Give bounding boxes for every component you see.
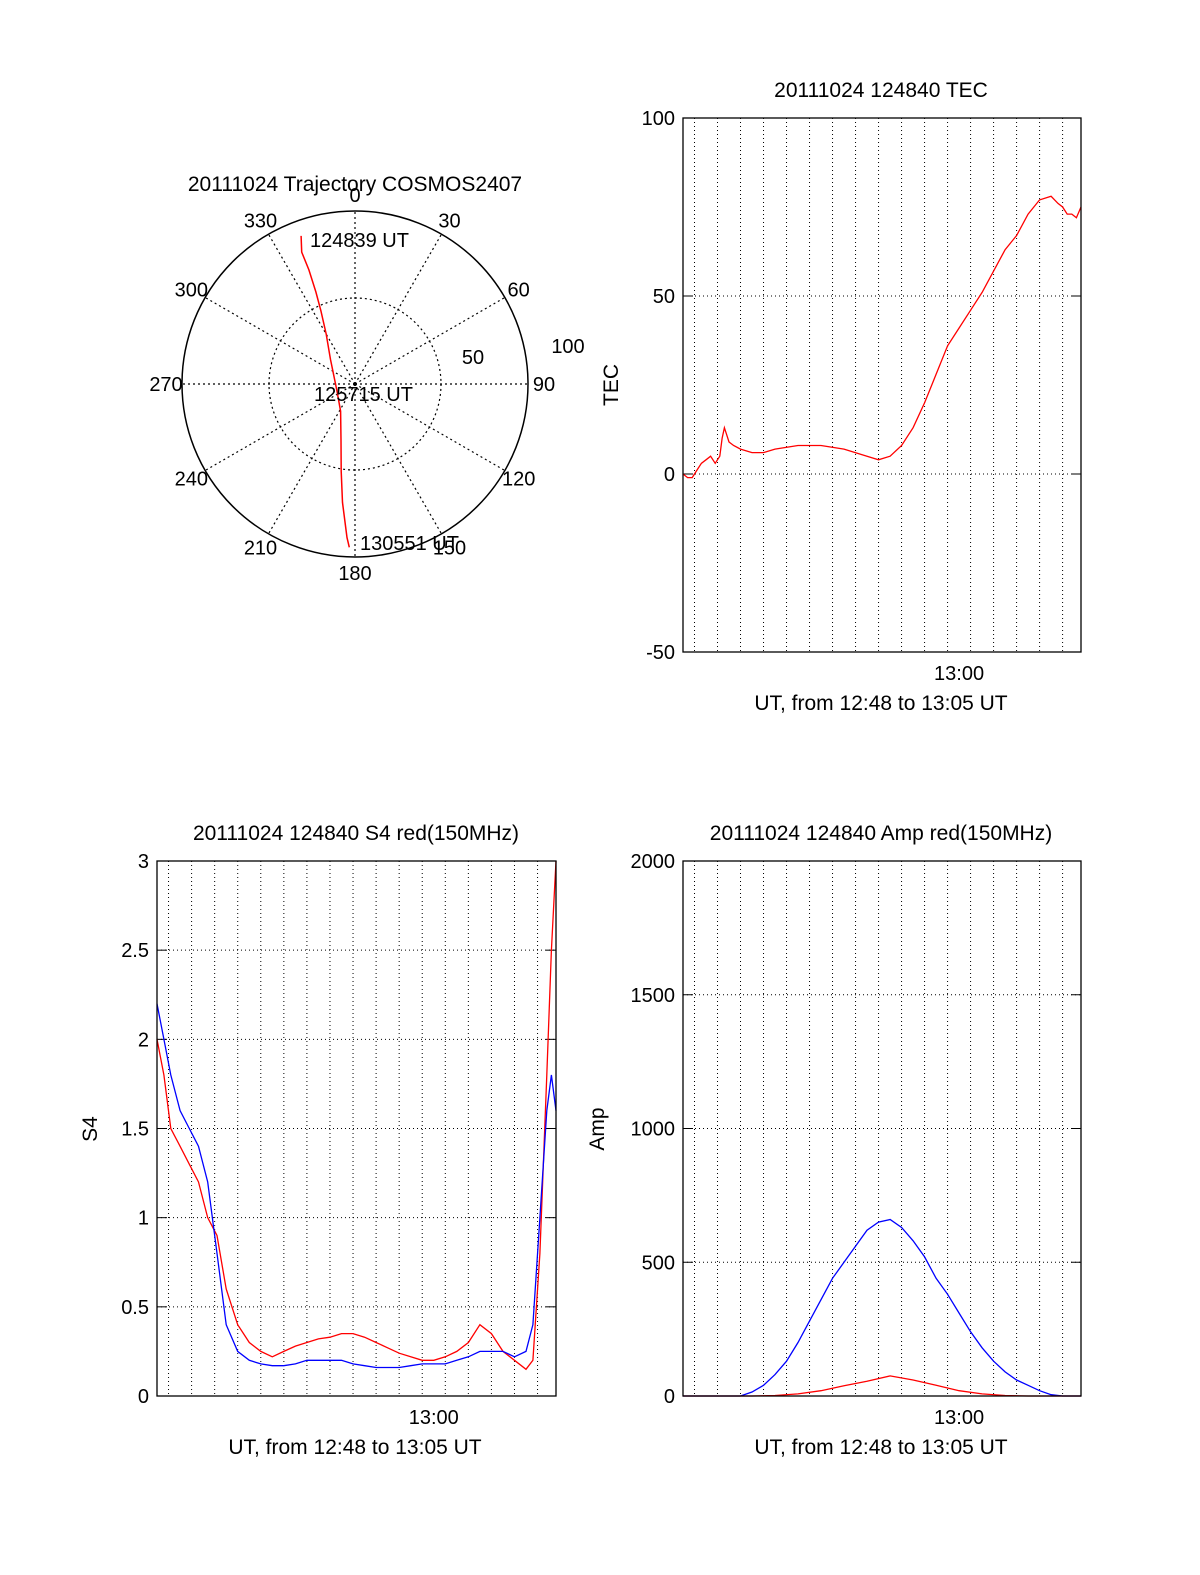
polar-azimuth-label: 270: [149, 374, 182, 396]
s4-ytick-label: 3: [138, 851, 149, 873]
polar-spoke: [354, 383, 506, 472]
polar-spoke: [354, 296, 506, 385]
s4-frame: [156, 860, 557, 1397]
s4-ylabel: S4: [79, 1116, 102, 1142]
polar-annotation-end: 130551 UT: [360, 533, 459, 555]
s4-xlabel: UT, from 12:48 to 13:05 UT: [228, 1436, 481, 1459]
amp-ytick-label: 2000: [631, 851, 676, 873]
polar-spoke: [204, 383, 356, 472]
tec-xlabel: UT, from 12:48 to 13:05 UT: [754, 692, 1007, 715]
polar-radial-label-100: 100: [551, 336, 584, 358]
amp-xlabel: UT, from 12:48 to 13:05 UT: [754, 1436, 1007, 1459]
polar-series: [300, 235, 351, 548]
polar-grid: [182, 211, 528, 557]
s4-plot-area: 0 0.5 1 1.5 2 2.5 3 13:00: [121, 851, 557, 1429]
amp-ytick-label: 1500: [631, 985, 676, 1007]
tec-title: 20111024 124840 TEC: [774, 79, 988, 102]
s4-ytick-label: 2.5: [121, 940, 149, 962]
polar-azimuth-label: 30: [438, 210, 460, 232]
polar-azimuth-label: 180: [338, 563, 371, 585]
polar-radial-label-50: 50: [462, 347, 484, 369]
polar-spoke: [267, 233, 356, 385]
polar-azimuth-label: 0: [349, 185, 360, 207]
amp-frame: [682, 860, 1082, 1397]
polar-azimuth-label: 120: [502, 469, 535, 491]
polar-azimuth-label: 240: [175, 469, 208, 491]
amp-title: 20111024 124840 Amp red(150MHz): [710, 822, 1052, 845]
s4-ytick-label: 1: [138, 1208, 149, 1230]
tec-ytick-label: -50: [646, 642, 675, 664]
polar-azimuth-label: 60: [508, 280, 530, 302]
tec-frame: [682, 117, 1082, 653]
polar-spoke: [267, 383, 356, 535]
tec-ytick-label: 0: [664, 464, 675, 486]
polar-azimuth-label: 210: [244, 538, 277, 560]
polar-spoke: [354, 233, 443, 385]
s4-ytick-label: 2: [138, 1029, 149, 1051]
tec-panel: 20111024 124840 TEC -50 0 50 100 13:00 TEC U…: [600, 79, 1082, 715]
tec-ytick-label: 100: [642, 108, 675, 130]
polar-annotation-start: 124839 UT: [310, 230, 409, 252]
polar-azimuth-label: 300: [175, 280, 208, 302]
s4-xtick-label: 13:00: [409, 1407, 459, 1429]
s4-series-line-1: [156, 1003, 557, 1369]
polar-spoke: [354, 383, 443, 535]
tec-ytick-label: 50: [653, 286, 675, 308]
s4-title: 20111024 124840 S4 red(150MHz): [193, 822, 519, 845]
s4-ytick-label: 0.5: [121, 1297, 149, 1319]
polar-azimuth-labels: 0 30 60 90 120 150 180 210 240 270 300 330: [149, 185, 555, 585]
polar-annotation-mid: 125715 UT: [314, 384, 413, 406]
amp-panel: 20111024 124840 Amp red(150MHz) 0 500 1000…: [586, 822, 1082, 1459]
polar-azimuth-label: 90: [533, 374, 555, 396]
amp-xtick-label: 13:00: [934, 1407, 984, 1429]
amp-series-line-0: [683, 1218, 1081, 1397]
polar-azimuth-label: 330: [244, 210, 277, 232]
tec-series-line-0: [682, 195, 1082, 479]
s4-ytick-label: 0: [138, 1386, 149, 1408]
amp-ytick-label: 1000: [631, 1119, 676, 1141]
polar-title: 20111024 Trajectory COSMOS2407: [188, 173, 522, 196]
amp-series-line-1: [683, 1375, 1081, 1397]
s4-panel: 20111024 124840 S4 red(150MHz) 0 0.5 1 1.5 2…: [79, 822, 557, 1459]
tec-xtick-label: 13:00: [934, 663, 984, 685]
tec-ylabel: TEC: [600, 364, 623, 406]
polar-trajectory-line: [300, 235, 351, 548]
amp-ylabel: Amp: [586, 1107, 609, 1150]
amp-ytick-label: 0: [664, 1386, 675, 1408]
s4-ytick-label: 1.5: [121, 1119, 149, 1141]
amp-ytick-label: 500: [642, 1252, 675, 1274]
s4-series-line-0: [156, 860, 557, 1371]
polar-panel: 20111024 Trajectory COSMOS2407 0 30 60 90 12…: [149, 173, 584, 585]
tec-plot-area: -50 0 50 100 13:00: [642, 108, 1082, 685]
polar-outer-circle: [181, 210, 529, 558]
polar-azimuth-label: 150: [433, 538, 466, 560]
amp-plot-area: 0 500 1000 1500 2000 13:00: [631, 851, 1082, 1429]
polar-spoke: [204, 296, 356, 385]
